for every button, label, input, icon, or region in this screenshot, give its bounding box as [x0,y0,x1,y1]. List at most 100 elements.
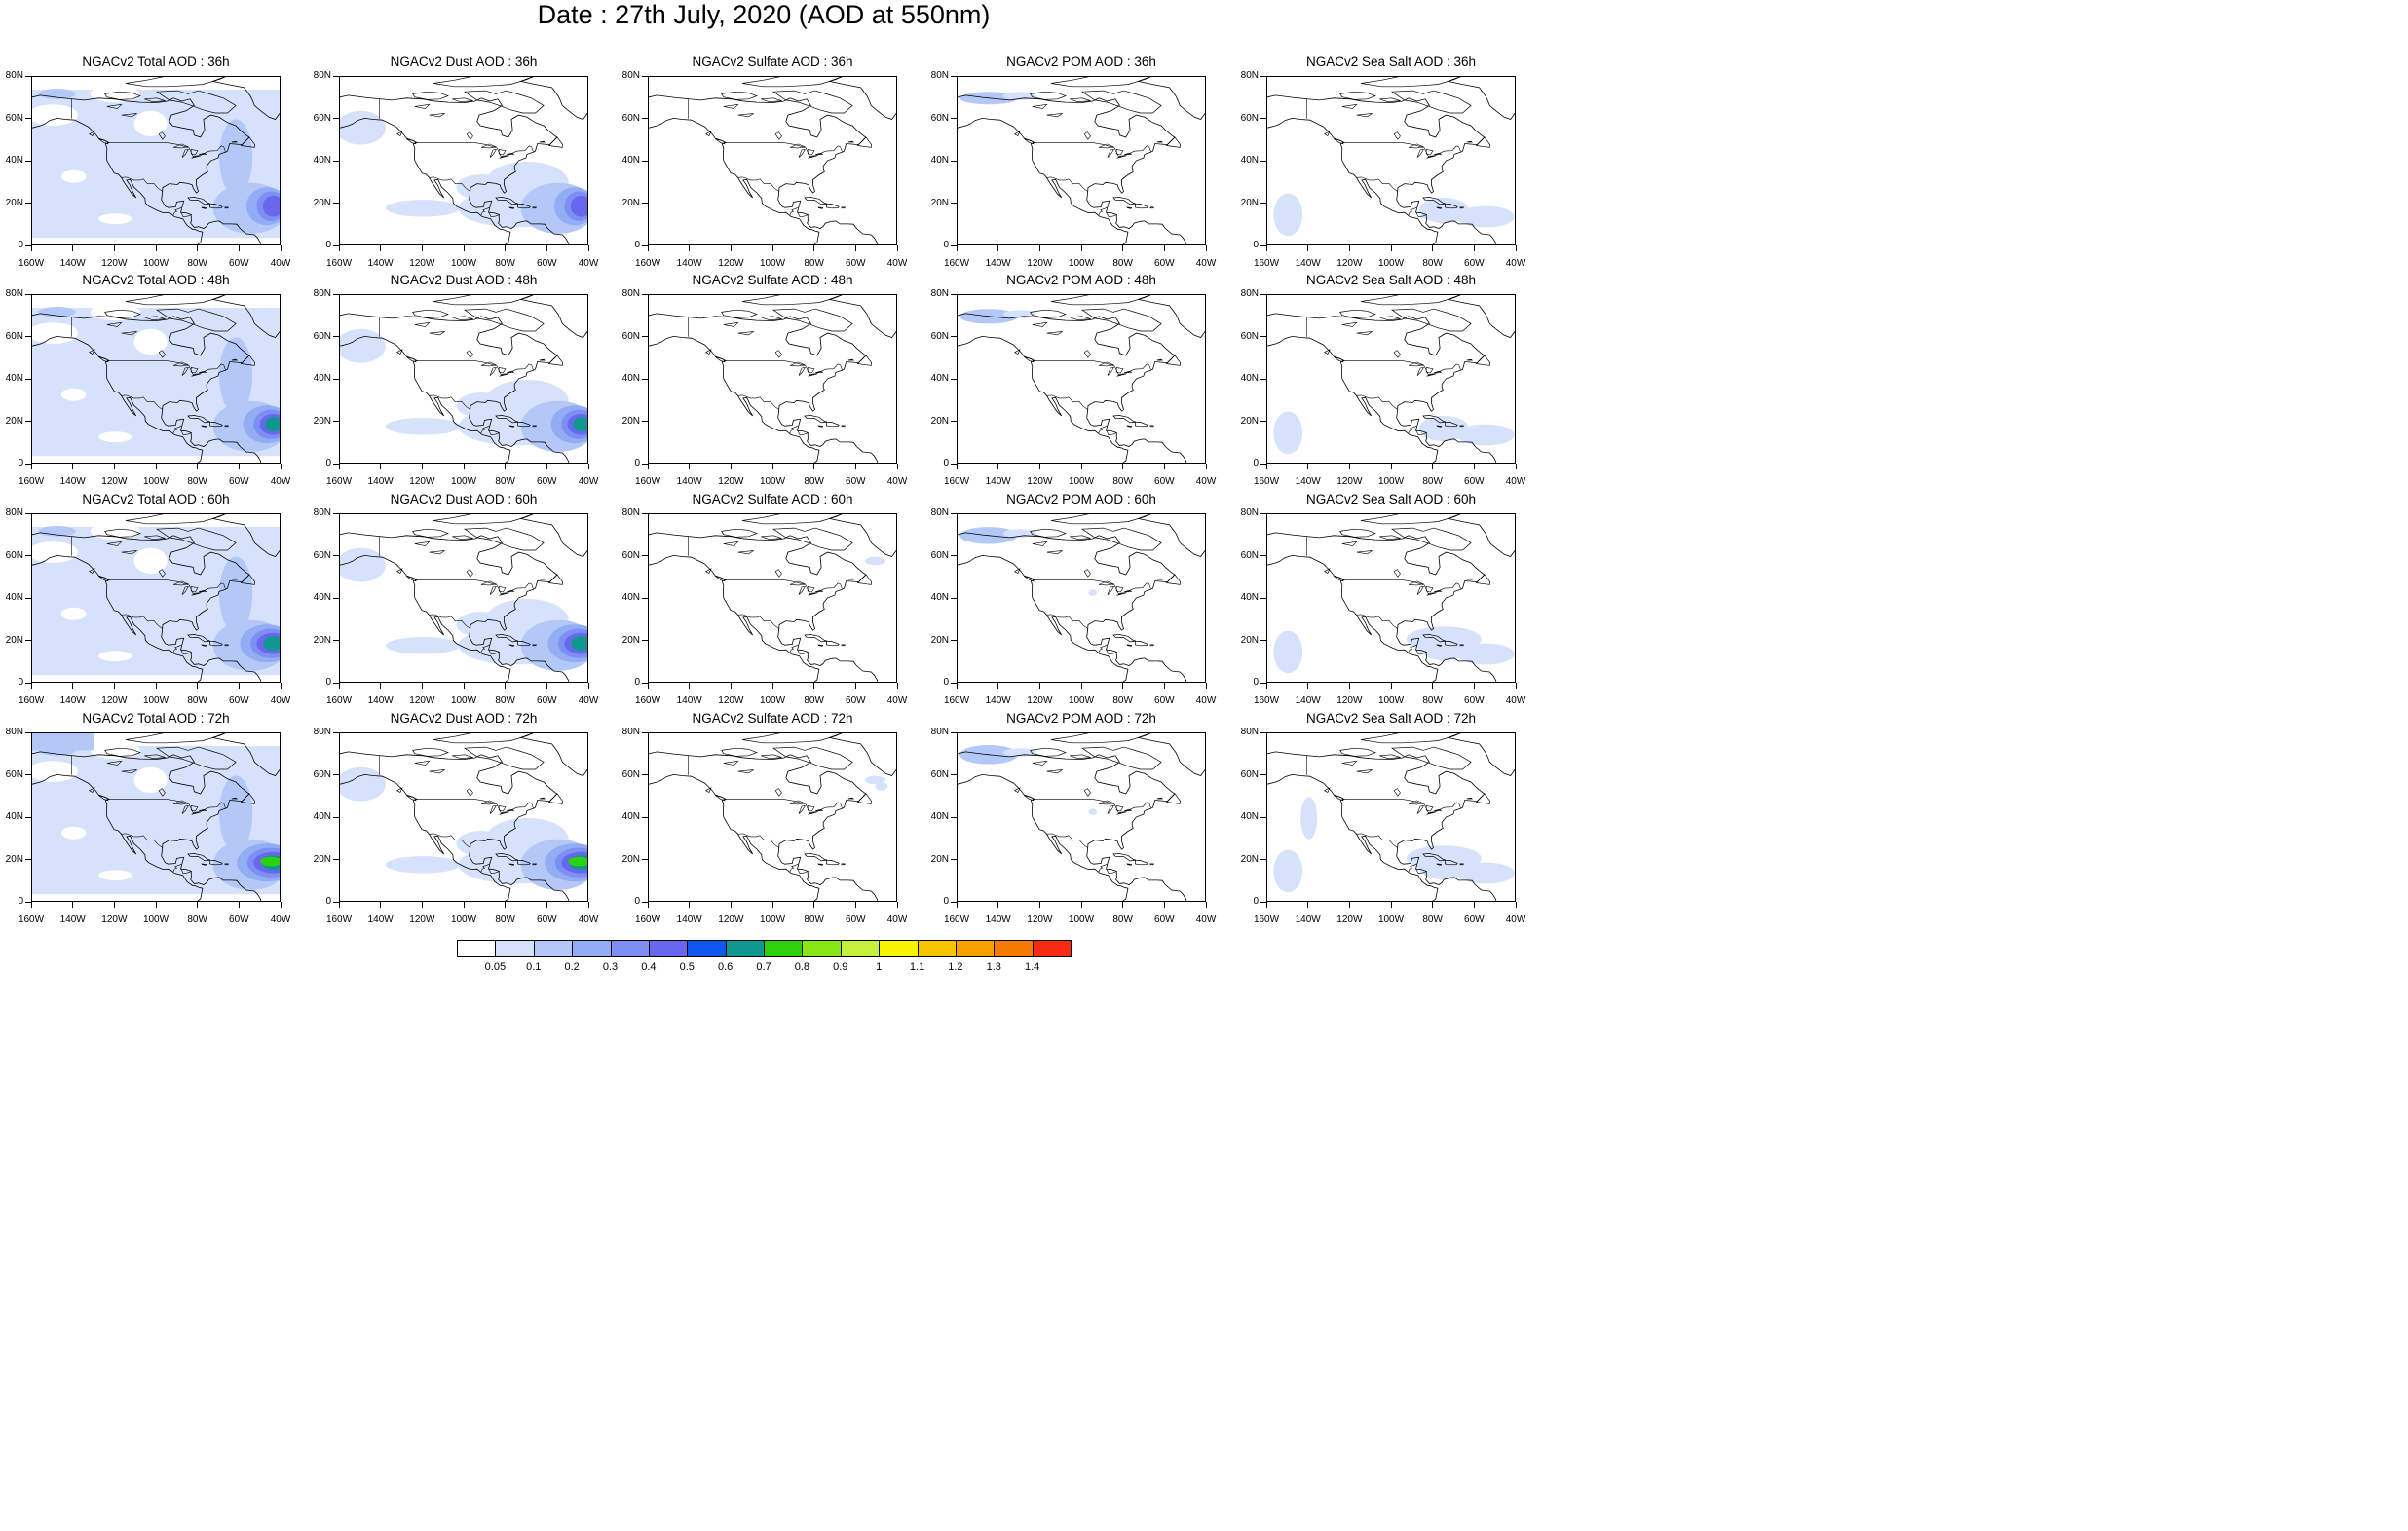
lat-tick-label: 40N [621,592,640,603]
lon-tick-label: 140W [676,915,702,925]
lon-tick [1515,902,1517,908]
lat-tick-label: 20N [5,197,23,208]
lat-tick [642,336,648,337]
lon-tick-label: 80W [187,695,207,706]
lat-tick-label: 60N [1240,330,1259,342]
map-panel-sulfate-72h: NGACv2 Sulfate AOD : 72h 80N 60N 40N 20N 0 160… [622,711,908,925]
lon-tick-label: 140W [1295,476,1321,487]
map-plot-area [648,294,897,464]
lon-tick [771,245,773,251]
panel-title: NGACv2 Sea Salt AOD : 60h [1305,492,1477,506]
lat-tick-label: 0 [943,896,949,907]
lon-tick [421,464,423,469]
lon-tick [155,464,157,469]
aod-field-map [649,514,896,682]
lon-tick [546,683,547,689]
lon-tick [30,683,32,689]
lat-tick-label: 0 [1253,896,1259,907]
lat-tick-label: 20N [621,853,640,865]
lon-tick [1038,464,1040,469]
lon-tick [238,683,240,689]
lon-tick [155,683,157,689]
colorbar-swatch [457,940,497,957]
lon-tick [771,902,773,908]
lon-tick [854,464,856,469]
lon-tick [854,902,856,908]
lat-tick [642,816,648,818]
lon-tick [1307,464,1309,469]
lat-tick [333,463,339,465]
lon-tick [997,464,999,469]
lon-tick [197,902,199,908]
lat-tick-label: 20N [621,634,640,646]
lon-tick-label: 60W [229,695,249,706]
lat-tick-label: 80N [5,727,23,737]
panel-title: NGACv2 Sea Salt AOD : 72h [1305,711,1477,726]
lon-tick [771,464,773,469]
map-plot-area [1266,513,1516,683]
aod-field-map [1267,733,1515,901]
lon-tick [380,245,382,251]
lon-tick-label: 40W [578,476,599,487]
lat-tick [25,731,31,733]
lat-tick-label: 20N [5,415,23,427]
lon-tick [997,902,999,908]
lon-tick [72,245,74,251]
lat-tick [25,75,31,77]
lon-tick [1307,902,1309,908]
lat-tick-label: 80N [621,727,640,737]
lat-tick [951,336,957,337]
lat-tick [25,378,31,380]
lat-tick [333,118,339,119]
aod-field-map [1267,514,1515,682]
lat-tick [642,244,648,246]
lon-tick [587,902,589,908]
lat-tick [951,293,957,295]
map-panel-total-36h: NGACv2 Total AOD : 36h 80N 60N 40N 20N 0 160W 1… [6,55,291,269]
lat-tick [1260,421,1266,422]
lon-tick-label: 100W [450,695,477,706]
lon-tick [1163,245,1165,251]
lon-tick [854,683,856,689]
map-plot-area [31,513,281,683]
lat-tick-label: 80N [313,507,331,518]
lat-tick-label: 80N [1240,507,1259,518]
lat-tick [642,293,648,295]
lat-tick [642,640,648,641]
lon-tick-label: 80W [1112,476,1133,487]
lon-tick [280,683,282,689]
lon-tick-label: 140W [676,695,702,706]
lon-tick [956,902,958,908]
lon-tick [72,902,74,908]
aod-field-map [340,295,587,463]
lon-tick [1515,683,1517,689]
lon-tick-label: 60W [537,915,557,925]
aod-field-map [1267,77,1515,244]
map-plot-area [1266,294,1516,464]
lat-tick [25,816,31,818]
lon-tick [587,245,589,251]
lon-tick [546,245,547,251]
lon-tick-label: 140W [1295,258,1321,269]
lon-tick-label: 140W [59,695,86,706]
lon-tick [238,902,240,908]
lat-tick [333,774,339,775]
lon-tick-label: 40W [270,695,291,706]
colorbar-label: 0.9 [833,961,848,973]
colorbar-label: 1.2 [948,961,963,973]
lon-tick [896,464,898,469]
lon-tick-label: 160W [1253,476,1280,487]
lat-tick-label: 60N [621,549,640,561]
lon-tick [1122,683,1124,689]
lat-tick [25,463,31,465]
aod-field-map [958,77,1205,244]
lat-tick-label: 60N [1240,549,1259,561]
lat-tick [333,816,339,818]
lat-tick-label: 60N [5,768,23,780]
lon-tick [1432,464,1434,469]
lon-tick-label: 100W [450,258,477,269]
lat-tick [951,463,957,465]
lon-tick [730,902,732,908]
lat-tick [25,160,31,162]
lon-tick-label: 40W [578,915,599,925]
